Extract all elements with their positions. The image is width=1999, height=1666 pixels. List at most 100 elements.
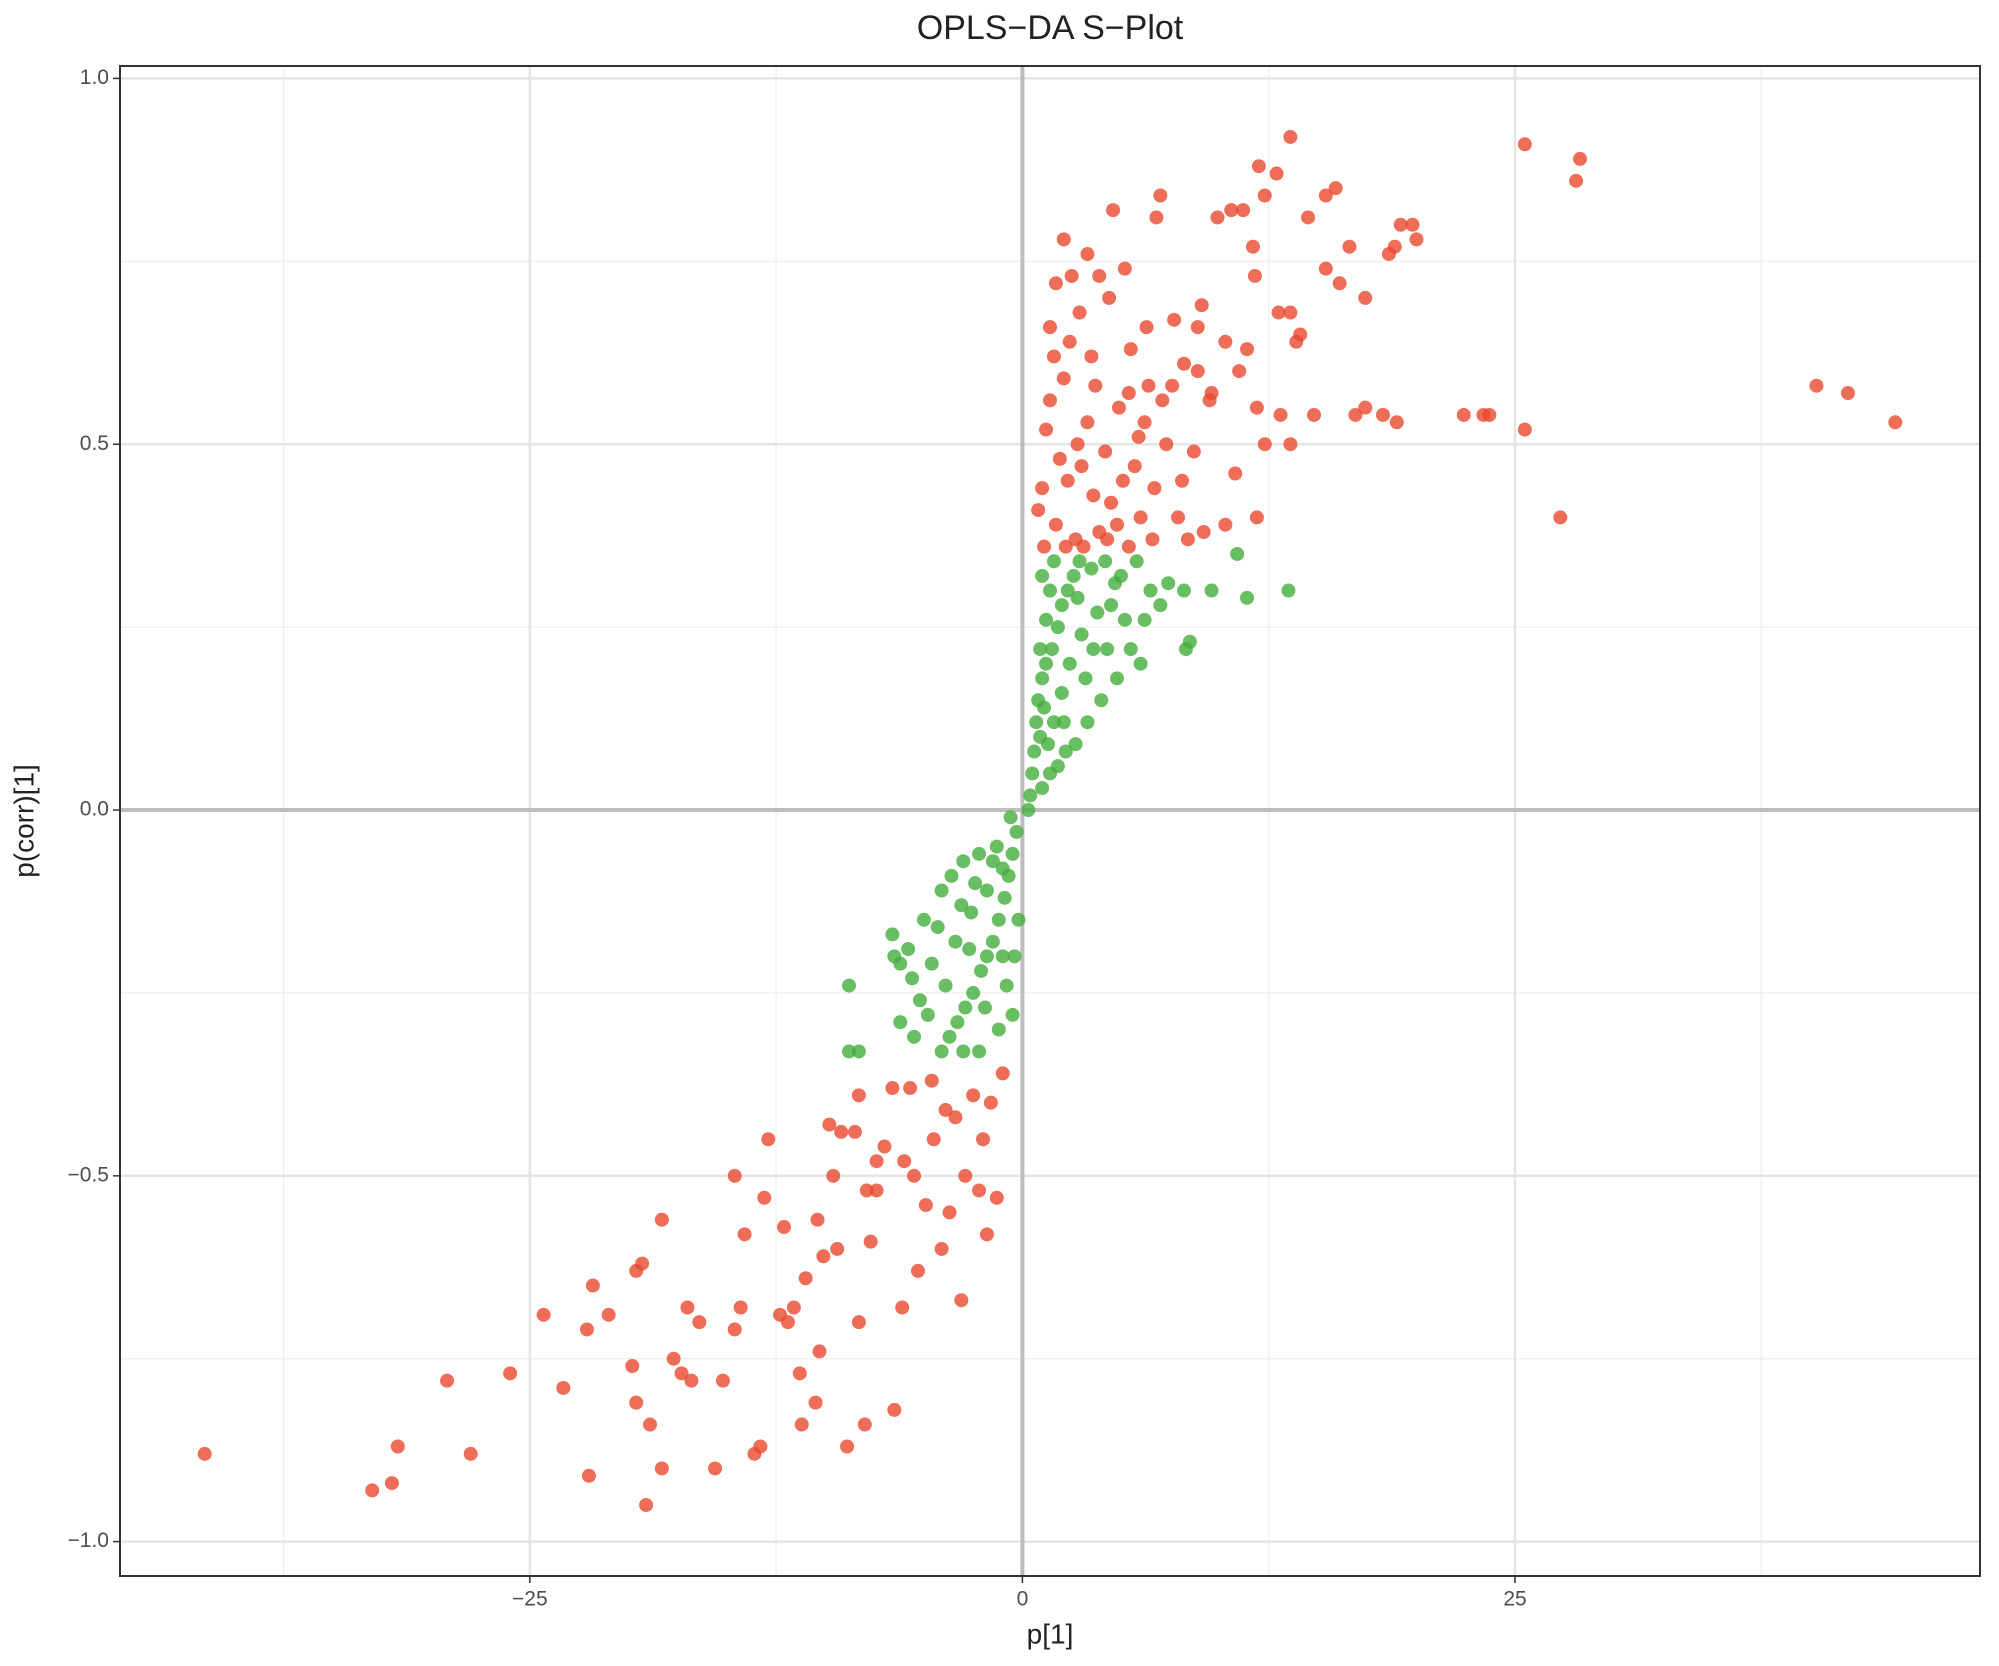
point bbox=[976, 1132, 991, 1147]
point bbox=[887, 1402, 902, 1417]
point bbox=[995, 861, 1010, 876]
point bbox=[1054, 685, 1069, 700]
point bbox=[1141, 378, 1156, 393]
point bbox=[1109, 671, 1124, 686]
point bbox=[808, 1395, 823, 1410]
point bbox=[1021, 803, 1036, 818]
point bbox=[966, 1088, 981, 1103]
point bbox=[1104, 495, 1119, 510]
point bbox=[999, 978, 1014, 993]
point bbox=[1048, 517, 1063, 532]
x-axis-title: p[1] bbox=[1027, 1618, 1074, 1649]
point bbox=[1176, 356, 1191, 371]
point bbox=[1247, 268, 1262, 283]
point bbox=[972, 1183, 987, 1198]
point bbox=[1389, 415, 1404, 430]
point bbox=[1121, 539, 1136, 554]
point bbox=[1102, 290, 1117, 305]
point bbox=[1100, 642, 1115, 657]
point bbox=[715, 1373, 730, 1388]
point bbox=[962, 942, 977, 957]
point bbox=[737, 1227, 752, 1242]
point bbox=[1039, 656, 1054, 671]
point bbox=[851, 1315, 866, 1330]
point bbox=[684, 1373, 699, 1388]
point bbox=[830, 1241, 845, 1256]
point bbox=[1056, 371, 1071, 386]
point bbox=[1186, 444, 1201, 459]
point bbox=[1086, 488, 1101, 503]
point bbox=[1039, 612, 1054, 627]
point bbox=[666, 1351, 681, 1366]
point bbox=[907, 1168, 922, 1183]
point bbox=[816, 1249, 831, 1264]
point bbox=[635, 1256, 650, 1271]
point bbox=[1283, 437, 1298, 452]
point bbox=[1076, 539, 1091, 554]
point bbox=[727, 1322, 742, 1337]
point bbox=[794, 1417, 809, 1432]
point bbox=[1088, 378, 1103, 393]
point bbox=[1098, 444, 1113, 459]
point bbox=[1281, 583, 1296, 598]
point bbox=[897, 1154, 912, 1169]
point bbox=[903, 1081, 918, 1096]
point bbox=[997, 890, 1012, 905]
point bbox=[912, 993, 927, 1008]
point bbox=[780, 1315, 795, 1330]
point bbox=[972, 846, 987, 861]
point bbox=[812, 1344, 827, 1359]
point bbox=[840, 1439, 855, 1454]
point bbox=[958, 1000, 973, 1015]
point bbox=[1115, 473, 1130, 488]
point bbox=[1283, 129, 1298, 144]
point bbox=[924, 956, 939, 971]
point bbox=[1249, 510, 1264, 525]
point bbox=[1273, 407, 1288, 422]
point bbox=[1307, 407, 1322, 422]
point bbox=[920, 1007, 935, 1022]
point bbox=[1037, 539, 1052, 554]
point bbox=[1196, 525, 1211, 540]
point bbox=[1348, 407, 1363, 422]
point bbox=[1005, 1007, 1020, 1022]
point bbox=[1005, 846, 1020, 861]
point bbox=[1121, 386, 1136, 401]
point bbox=[692, 1315, 707, 1330]
point bbox=[1098, 554, 1113, 569]
point bbox=[916, 912, 931, 927]
point bbox=[942, 1029, 957, 1044]
point bbox=[1517, 137, 1532, 152]
point bbox=[1100, 532, 1115, 547]
point bbox=[983, 1095, 998, 1110]
point bbox=[1027, 744, 1042, 759]
chart-title: OPLS−DA S−Plot bbox=[917, 9, 1184, 47]
point bbox=[1149, 210, 1164, 225]
point bbox=[1155, 393, 1170, 408]
point bbox=[991, 912, 1006, 927]
point bbox=[1050, 620, 1065, 635]
point bbox=[989, 839, 1004, 854]
point bbox=[786, 1300, 801, 1315]
point bbox=[1840, 386, 1855, 401]
point bbox=[1137, 415, 1152, 430]
point bbox=[1171, 510, 1186, 525]
point bbox=[1046, 349, 1061, 364]
point bbox=[1358, 290, 1373, 305]
y-axis-title: p(corr)[1] bbox=[8, 764, 39, 878]
point bbox=[907, 1029, 922, 1044]
point bbox=[1888, 415, 1903, 430]
point bbox=[1375, 407, 1390, 422]
point bbox=[1131, 429, 1146, 444]
point bbox=[585, 1278, 600, 1293]
point bbox=[885, 1081, 900, 1096]
point bbox=[1064, 268, 1079, 283]
point bbox=[918, 1198, 933, 1213]
point bbox=[934, 1044, 949, 1059]
point bbox=[893, 1015, 908, 1030]
point bbox=[1029, 715, 1044, 730]
point bbox=[727, 1168, 742, 1183]
point bbox=[1133, 510, 1148, 525]
point bbox=[979, 949, 994, 964]
